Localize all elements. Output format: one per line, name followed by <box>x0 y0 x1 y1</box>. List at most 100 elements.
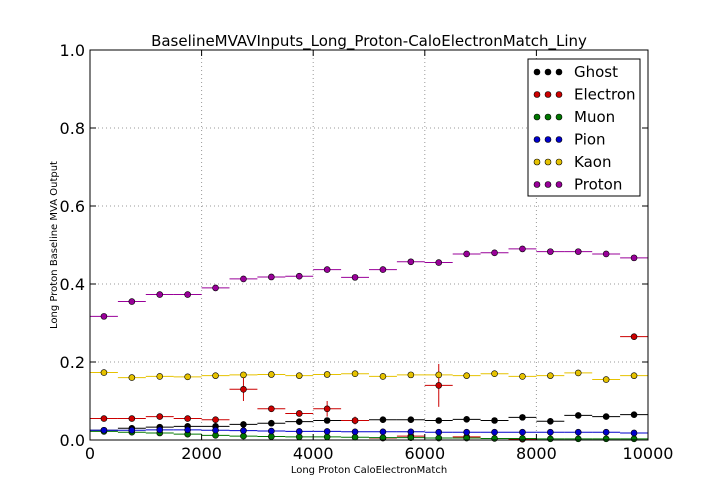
data-point <box>323 428 331 435</box>
data-point <box>435 259 443 266</box>
data-point <box>240 275 247 283</box>
data-point <box>128 415 136 422</box>
legend-marker <box>544 158 552 166</box>
data-point <box>574 369 582 377</box>
data-point <box>630 411 638 418</box>
data-point <box>100 313 108 320</box>
data-point <box>295 428 303 435</box>
legend-label: Muon <box>574 108 615 126</box>
data-point <box>630 429 638 437</box>
data-point <box>351 274 359 281</box>
data-point <box>630 254 638 262</box>
y-tick-label: 1.0 <box>60 41 85 60</box>
data-point <box>295 433 303 441</box>
data-point <box>435 428 443 436</box>
legend-marker <box>533 113 541 121</box>
data-point <box>602 250 610 258</box>
data-point <box>435 417 443 424</box>
data-point <box>184 426 191 434</box>
data-point <box>212 416 219 424</box>
legend-marker <box>555 136 563 143</box>
legend-marker <box>544 113 552 121</box>
data-point <box>156 291 164 298</box>
x-axis-label: Long Proton CaloElectronMatch <box>291 465 447 476</box>
legend-box <box>527 58 641 197</box>
legend-marker <box>544 68 552 76</box>
data-point <box>547 248 554 255</box>
data-point <box>491 428 498 436</box>
legend-marker <box>555 158 563 166</box>
y-tick-label: 0.0 <box>60 431 85 450</box>
data-point <box>519 245 526 253</box>
data-point <box>268 419 275 427</box>
axes: 0 2000 4000 6000 8000 10000 0.0 0.2 0.4 0.6 0.8 1.0 <box>60 41 674 463</box>
y-tick-label: 0.2 <box>60 353 85 372</box>
data-point <box>268 405 275 413</box>
data-point <box>240 432 247 440</box>
data-point <box>323 417 331 424</box>
legend-item-muon: Muon <box>533 108 615 126</box>
legend-marker <box>544 136 552 143</box>
data-point <box>379 428 387 436</box>
legend-label: Proton <box>574 176 622 194</box>
data-point <box>519 373 526 380</box>
data-point <box>240 427 247 434</box>
data-point <box>407 258 415 266</box>
legend-marker <box>544 91 552 98</box>
legend-marker <box>555 91 563 98</box>
data-point <box>156 426 164 434</box>
data-point <box>268 427 275 435</box>
data-point <box>602 428 610 436</box>
data-point <box>463 416 470 423</box>
plot-frame <box>89 49 649 441</box>
legend-label: Electron <box>574 86 636 104</box>
data-point <box>295 272 303 280</box>
data-point <box>435 371 443 379</box>
legend-marker <box>533 91 541 98</box>
data-point <box>323 405 331 413</box>
data-point <box>268 371 275 378</box>
data-point <box>491 417 498 424</box>
data-point <box>323 433 331 441</box>
data-point <box>240 385 247 393</box>
x-tick-label: 6000 <box>404 444 445 463</box>
data-point <box>323 371 331 378</box>
data-point <box>100 369 108 376</box>
y-tick-label: 0.8 <box>60 119 85 138</box>
data-point <box>212 284 219 292</box>
legend-item-ghost: Ghost <box>533 63 618 81</box>
data-point <box>268 433 275 440</box>
x-tick-label: 0 <box>85 444 95 463</box>
data-point <box>602 413 610 420</box>
data-point <box>574 435 582 443</box>
data-point <box>547 435 554 443</box>
data-point <box>519 435 526 442</box>
data-point <box>295 410 303 417</box>
data-point <box>100 426 108 434</box>
legend-marker <box>533 68 541 76</box>
legend-item-pion: Pion <box>533 131 606 149</box>
data-point <box>519 414 526 421</box>
data-point <box>351 433 359 441</box>
data-point <box>212 426 219 434</box>
data-point <box>156 413 164 420</box>
data-point <box>630 333 638 340</box>
legend-marker <box>555 68 563 76</box>
legend-item-kaon: Kaon <box>533 153 611 171</box>
y-tick-label: 0.4 <box>60 275 85 294</box>
series-layer <box>90 245 648 443</box>
series-proton <box>90 245 648 320</box>
data-point <box>100 415 108 422</box>
data-point <box>463 250 470 258</box>
y-axis-label: Long Proton Baseline MVA Output <box>49 161 60 329</box>
legend-marker <box>533 136 541 143</box>
chart-title: BaselineMVAVInputs_Long_Proton-CaloElect… <box>151 32 587 51</box>
data-point <box>295 372 303 379</box>
x-tick-label: 2000 <box>181 444 222 463</box>
legend-label: Kaon <box>574 153 611 171</box>
data-point <box>184 291 191 298</box>
x-tick-label: 10000 <box>623 444 674 463</box>
legend-marker <box>555 113 563 121</box>
series-kaon <box>90 369 648 383</box>
